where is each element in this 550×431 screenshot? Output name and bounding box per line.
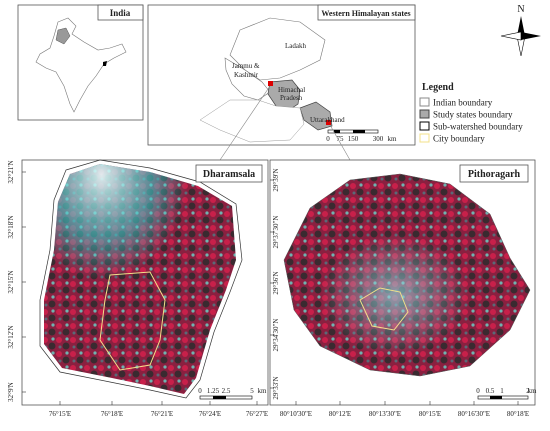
connector bbox=[219, 85, 271, 161]
lat-label: 32°15'N bbox=[7, 270, 15, 293]
lat-label: 29°37'30"N bbox=[272, 216, 280, 249]
lon-label: 80°10'30"E bbox=[280, 410, 312, 418]
scale-label: 2.5 bbox=[222, 387, 231, 395]
pithoragarh-panel: Pithoragarh bbox=[269, 159, 536, 406]
lat-label: 29°34'30"N bbox=[272, 319, 280, 352]
scale-label: km bbox=[388, 135, 398, 143]
lon-label: 76°18'E bbox=[101, 410, 123, 418]
state-label: Uttarakhand bbox=[310, 116, 345, 124]
lat-label: 32°18'N bbox=[7, 215, 15, 238]
panel-title: Dharamsala bbox=[203, 169, 255, 180]
lon-label: 80°15'E bbox=[419, 410, 441, 418]
state-label: Jammu & bbox=[232, 62, 260, 70]
connector bbox=[329, 124, 351, 161]
states-inset: Western Himalayan states Ladakh Jammu & … bbox=[147, 4, 416, 146]
lat-label: 32°21'N bbox=[7, 160, 15, 183]
state-label: Pradesh bbox=[280, 94, 303, 102]
north-label: N bbox=[517, 4, 524, 15]
pithoragarh-marker bbox=[326, 120, 331, 125]
scale-bar-seg bbox=[490, 396, 502, 399]
lon-label: 80°13'30"E bbox=[369, 410, 401, 418]
scale-label: 5 bbox=[250, 387, 254, 395]
scale-label: km bbox=[258, 387, 268, 395]
panel-title-box bbox=[459, 164, 529, 183]
india-inset: India bbox=[17, 4, 144, 121]
snow-cover bbox=[44, 164, 236, 394]
panel-title-box bbox=[195, 164, 263, 183]
plains bbox=[199, 99, 305, 143]
lon-label: 76°27'E bbox=[246, 410, 268, 418]
scale-label: 300 bbox=[373, 135, 384, 143]
legend-swatch bbox=[419, 109, 430, 119]
legend-title: Legend bbox=[422, 82, 454, 93]
legend-label: Study states boundary bbox=[433, 110, 513, 120]
state-label: Kashmir bbox=[234, 71, 259, 79]
scale-label: 0 bbox=[326, 135, 330, 143]
scale-label: 1.25 bbox=[207, 387, 220, 395]
study-states bbox=[55, 27, 71, 45]
lat-label: 32°9'N bbox=[7, 382, 15, 402]
lon-label: 76°24'E bbox=[199, 410, 221, 418]
legend-label: Sub-watershed boundary bbox=[433, 122, 523, 132]
legend-swatch bbox=[419, 97, 430, 107]
scale-label: 0 bbox=[476, 387, 480, 395]
scale-label: 0.5 bbox=[486, 387, 495, 395]
ladakh bbox=[229, 17, 326, 81]
state-label: Himachal bbox=[278, 86, 305, 94]
lat-label: 29°33'N bbox=[272, 376, 280, 399]
lon-label: 80°16'30"E bbox=[458, 410, 490, 418]
dharamsala-marker bbox=[268, 81, 273, 86]
lat-label: 29°36'N bbox=[272, 271, 280, 294]
lon-label: 80°18'E bbox=[507, 410, 529, 418]
legend-swatch bbox=[419, 121, 430, 131]
scale-label: km bbox=[528, 387, 538, 395]
lon-label: 76°15'E bbox=[49, 410, 71, 418]
legend-label: City boundary bbox=[433, 134, 485, 144]
lat-label: 32°12'N bbox=[7, 325, 15, 348]
scale-label: 1 bbox=[500, 387, 504, 395]
legend: Legend Indian boundary Study states bound… bbox=[419, 82, 523, 144]
scale-label: 75 bbox=[337, 135, 345, 143]
scale-label: 0 bbox=[198, 387, 202, 395]
arrow bbox=[500, 31, 522, 41]
scale-label: 150 bbox=[348, 135, 359, 143]
city-boundary bbox=[99, 271, 166, 371]
inset-title-box bbox=[317, 4, 416, 21]
state-label: Ladakh bbox=[285, 42, 306, 50]
legend-swatch bbox=[419, 133, 430, 143]
arrow bbox=[517, 16, 525, 36]
lat-label: 29°39'N bbox=[272, 168, 280, 191]
scale-bar bbox=[327, 129, 379, 134]
city-area bbox=[284, 174, 530, 376]
region-marker bbox=[103, 61, 107, 66]
lon-label: 80°12'E bbox=[329, 410, 351, 418]
inset-title: India bbox=[110, 8, 131, 18]
inset-title-box bbox=[97, 4, 144, 21]
city-boundary bbox=[359, 287, 409, 331]
lon-label: 76°21'E bbox=[151, 410, 173, 418]
legend-label: Indian boundary bbox=[433, 98, 493, 108]
dharamsala-panel: Dharamsala bbox=[21, 159, 269, 406]
scale-bar-seg bbox=[213, 396, 226, 399]
uttarakhand bbox=[299, 101, 333, 131]
arrow bbox=[521, 32, 541, 40]
scale-label: 2 bbox=[526, 387, 530, 395]
inset-title: Western Himalayan states bbox=[321, 9, 410, 18]
panel-title: Pithoragarh bbox=[468, 169, 521, 180]
north-arrow: N bbox=[500, 4, 541, 57]
scale-bar-seg bbox=[334, 130, 340, 133]
scale-bar-box bbox=[477, 395, 529, 400]
scale-bar-seg bbox=[353, 130, 365, 133]
